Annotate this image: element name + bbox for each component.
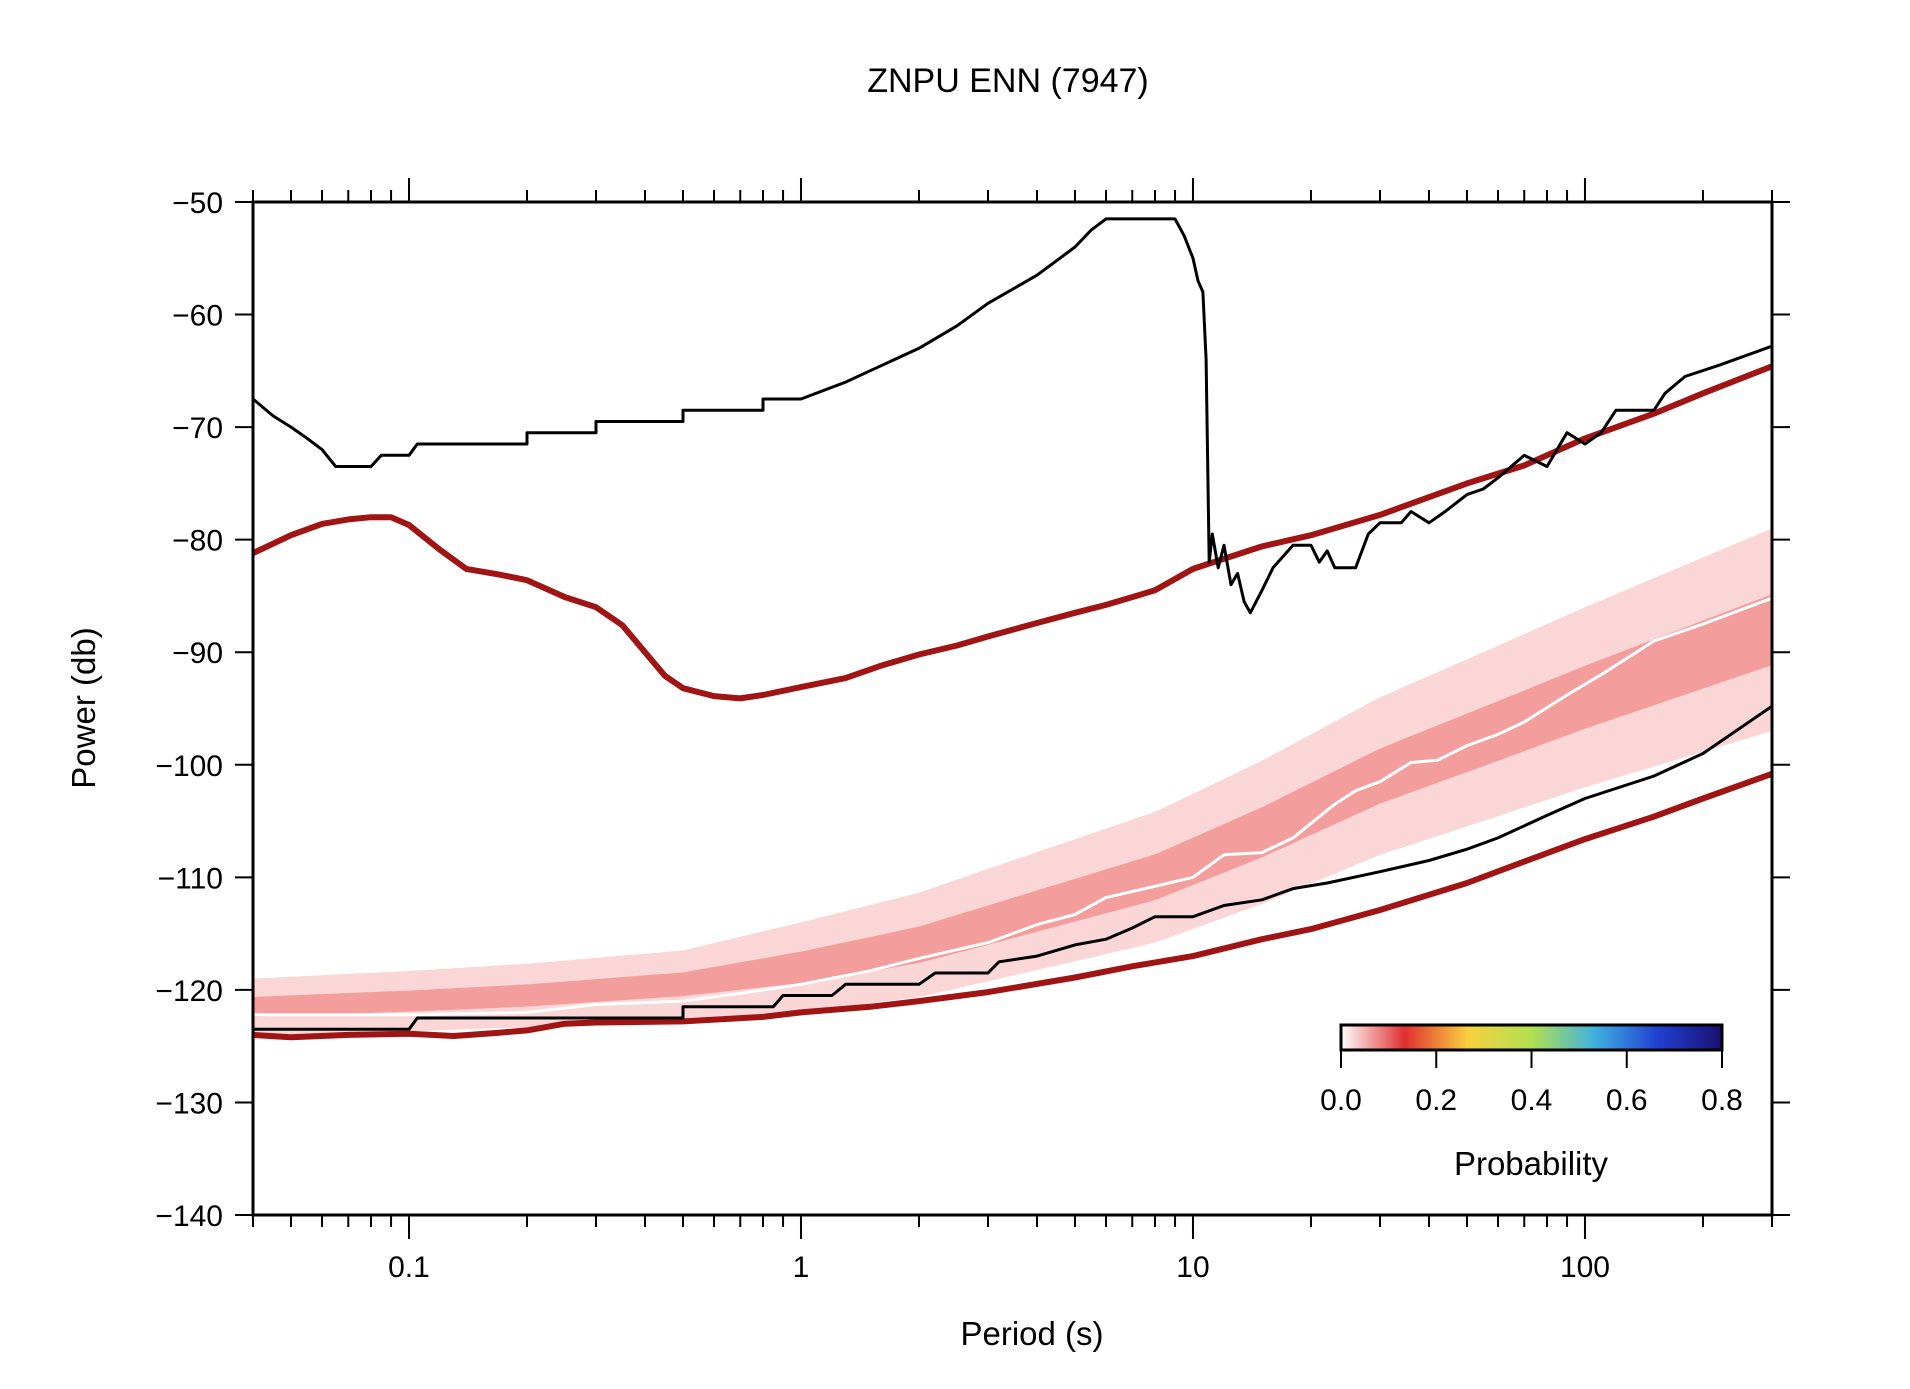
plot-area: [253, 217, 1772, 1041]
colorbar-tick-label: 0.8: [1701, 1084, 1743, 1117]
series-line-new-low-noise-model: [253, 770, 1772, 1041]
y-tick-label: −110: [158, 862, 223, 895]
colorbar-tick-label: 0.0: [1320, 1084, 1362, 1117]
colorbar: Probability 0.0 0.2 0.4 0.6 0.8: [1320, 1023, 1743, 1182]
y-axis-title: Power (db): [65, 627, 102, 788]
x-axis: 0.1 1 10 100: [252, 178, 1773, 1284]
y-tick-label: −70: [172, 412, 223, 445]
series-line-max-envelope: [253, 217, 1772, 615]
y-tick-label: −100: [155, 750, 223, 783]
colorbar-label: Probability: [1454, 1145, 1609, 1182]
y-tick-label: −140: [155, 1200, 223, 1233]
x-tick-label: 10: [1176, 1251, 1209, 1284]
y-tick-label: −50: [172, 187, 223, 220]
series-layer: [253, 217, 1772, 1041]
x-axis-title: Period (s): [960, 1315, 1103, 1352]
plot-frame: [251, 200, 1774, 1217]
x-tick-label: 1: [793, 1251, 810, 1284]
chart-title: ZNPU ENN (7947): [867, 62, 1149, 100]
colorbar-tick-label: 0.2: [1415, 1084, 1457, 1117]
series-line-mode: [253, 596, 1772, 1017]
y-tick-label: −120: [155, 975, 223, 1008]
series-line-new-high-noise-model: [253, 363, 1772, 702]
y-tick-label: −130: [155, 1087, 223, 1120]
colorbar-tick-label: 0.4: [1511, 1084, 1553, 1117]
series-line-min-envelope: [253, 704, 1772, 1031]
x-tick-label: 100: [1560, 1251, 1610, 1284]
x-tick-label: 0.1: [388, 1251, 430, 1284]
y-axis: −50 −60 −70 −80 −90 −100 −110 −120 −130 −140: [155, 187, 1790, 1233]
y-tick-label: −90: [172, 637, 223, 670]
colorbar-tick-label: 0.6: [1606, 1084, 1648, 1117]
colorbar-gradient: [1339, 1023, 1724, 1052]
y-tick-label: −60: [172, 300, 223, 333]
y-tick-label: −80: [172, 525, 223, 558]
